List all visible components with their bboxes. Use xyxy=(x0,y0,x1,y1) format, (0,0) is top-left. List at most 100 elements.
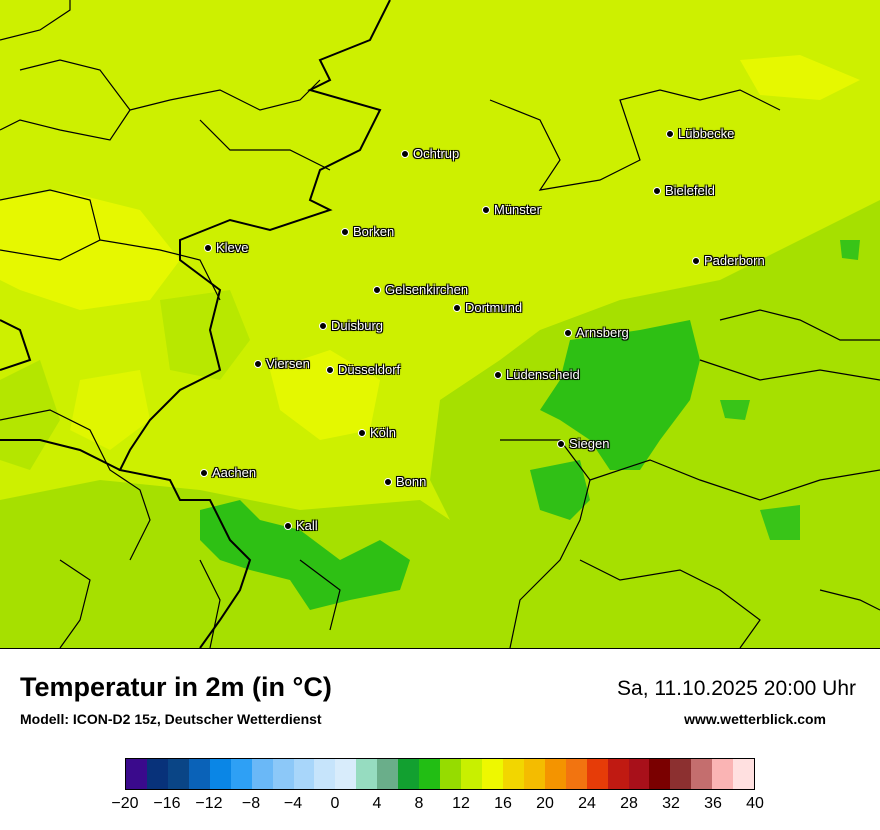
city-name: Gelsenkirchen xyxy=(385,282,469,297)
colorbar-tick-label: 12 xyxy=(452,795,470,812)
colorbar-tick-label: −16 xyxy=(153,795,181,812)
city-dot-icon xyxy=(564,328,572,337)
city-label-luedenscheid: Lüdenscheid xyxy=(494,368,580,382)
colorbar-segment xyxy=(230,759,252,789)
colorbar-segment xyxy=(649,759,671,789)
forecast-datetime: Sa, 11.10.2025 20:00 Uhr xyxy=(617,677,856,700)
city-dot-icon xyxy=(358,428,366,437)
website-link[interactable]: www.wetterblick.com xyxy=(684,711,826,727)
city-dot-icon xyxy=(653,186,661,195)
city-name: Lüdenscheid xyxy=(506,367,580,382)
city-label-ochtrup: Ochtrup xyxy=(401,147,459,161)
colorbar-segment xyxy=(335,759,357,789)
city-name: Viersen xyxy=(266,356,310,371)
colorbar-segment xyxy=(188,759,210,789)
city-name: Dortmund xyxy=(465,300,523,315)
colorbar-tick-label: 24 xyxy=(578,795,596,812)
colorbar-segment xyxy=(314,759,336,789)
colorbar-tick-label: 8 xyxy=(414,795,424,812)
colorbar-ticks: −20 −16 −12 −8 −4 0 4 8 12 16 20 24 28 32 36 40 xyxy=(111,795,763,815)
colorbar-tick-label: 0 xyxy=(330,795,340,812)
colorbar-segment xyxy=(586,759,608,789)
city-dot-icon xyxy=(200,468,208,477)
colorbar-tick-label: 20 xyxy=(536,795,554,812)
colorbar-segment xyxy=(398,759,420,789)
colorbar-tick-label: −4 xyxy=(283,795,303,812)
city-name: Ochtrup xyxy=(413,146,460,161)
city-name: Paderborn xyxy=(704,253,765,268)
city-dot-icon xyxy=(373,285,381,294)
colorbar-tick-label: 16 xyxy=(494,795,512,812)
city-label-gelsenkirchen: Gelsenkirchen xyxy=(373,283,468,297)
colorbar-segment xyxy=(481,759,503,789)
city-label-duisburg: Duisburg xyxy=(319,319,383,333)
colorbar-tick-label: −8 xyxy=(241,795,261,812)
city-name: Düsseldorf xyxy=(338,362,401,377)
colorbar-segment xyxy=(691,759,713,789)
colorbar-segment xyxy=(733,759,755,789)
city-label-bielefeld: Bielefeld xyxy=(653,184,715,198)
city-dot-icon xyxy=(319,321,327,330)
city-name: Bonn xyxy=(396,474,427,489)
colorbar-segment xyxy=(209,759,231,789)
city-name: Aachen xyxy=(212,465,257,480)
city-label-paderborn: Paderborn xyxy=(692,254,765,268)
city-dot-icon xyxy=(254,359,262,368)
colorbar-segment xyxy=(146,759,168,789)
city-dot-icon xyxy=(482,205,490,214)
city-dot-icon xyxy=(284,521,292,530)
city-label-koeln: Köln xyxy=(358,426,396,440)
colorbar-segment xyxy=(523,759,545,789)
city-name: Arnsberg xyxy=(576,325,629,340)
city-label-bonn: Bonn xyxy=(384,475,426,489)
city-dot-icon xyxy=(557,439,565,448)
city-dot-icon xyxy=(494,370,502,379)
city-dot-icon xyxy=(204,243,212,252)
colorbar-tick-label: 4 xyxy=(372,795,382,812)
city-label-dortmund: Dortmund xyxy=(453,301,522,315)
city-dot-icon xyxy=(384,477,392,486)
colorbar-tick-label: 32 xyxy=(662,795,680,812)
colorbar-segment xyxy=(461,759,482,789)
city-dot-icon xyxy=(341,227,349,236)
city-dot-icon xyxy=(692,256,700,265)
city-dot-icon xyxy=(401,149,409,158)
temperature-field xyxy=(0,0,880,648)
city-label-borken: Borken xyxy=(341,225,394,239)
colorbar-segment xyxy=(628,759,650,789)
city-label-siegen: Siegen xyxy=(557,437,609,451)
city-name: Lübbecke xyxy=(678,126,735,141)
map-title: Temperatur in 2m (in °C) xyxy=(20,672,332,702)
colorbar-tick-label: −20 xyxy=(111,795,139,812)
city-name: Bielefeld xyxy=(665,183,715,198)
colorbar-segment xyxy=(167,759,189,789)
colorbar-segment xyxy=(544,759,566,789)
colorbar-tick-label: 36 xyxy=(704,795,722,812)
colorbar-segment xyxy=(377,759,399,789)
colorbar-segment xyxy=(251,759,273,789)
city-name: Kall xyxy=(296,518,318,533)
city-dot-icon xyxy=(453,303,461,312)
colorbar-segment xyxy=(502,759,524,789)
colorbar-tick-label: 40 xyxy=(746,795,764,812)
city-name: Siegen xyxy=(569,436,610,451)
city-label-luebbecke: Lübbecke xyxy=(666,127,734,141)
city-label-kleve: Kleve xyxy=(204,241,249,255)
city-label-kall: Kall xyxy=(284,519,318,533)
city-label-arnsberg: Arnsberg xyxy=(564,326,629,340)
city-name: Köln xyxy=(370,425,397,440)
temperature-colorbar xyxy=(125,758,755,790)
city-name: Münster xyxy=(494,202,541,217)
colorbar-segment xyxy=(126,759,147,789)
colorbar-segment xyxy=(607,759,629,789)
colorbar-segment xyxy=(440,759,461,789)
model-info: Modell: ICON-D2 15z, Deutscher Wetterdie… xyxy=(20,711,322,727)
city-label-aachen: Aachen xyxy=(200,466,256,480)
city-label-viersen: Viersen xyxy=(254,357,310,371)
colorbar-segment xyxy=(565,759,587,789)
colorbar-segment xyxy=(293,759,315,789)
colorbar-segment xyxy=(356,759,378,789)
temperature-map: Lübbecke Ochtrup Bielefeld Münster Borke… xyxy=(0,0,880,649)
colorbar-segment xyxy=(419,759,441,789)
city-name: Kleve xyxy=(216,240,249,255)
